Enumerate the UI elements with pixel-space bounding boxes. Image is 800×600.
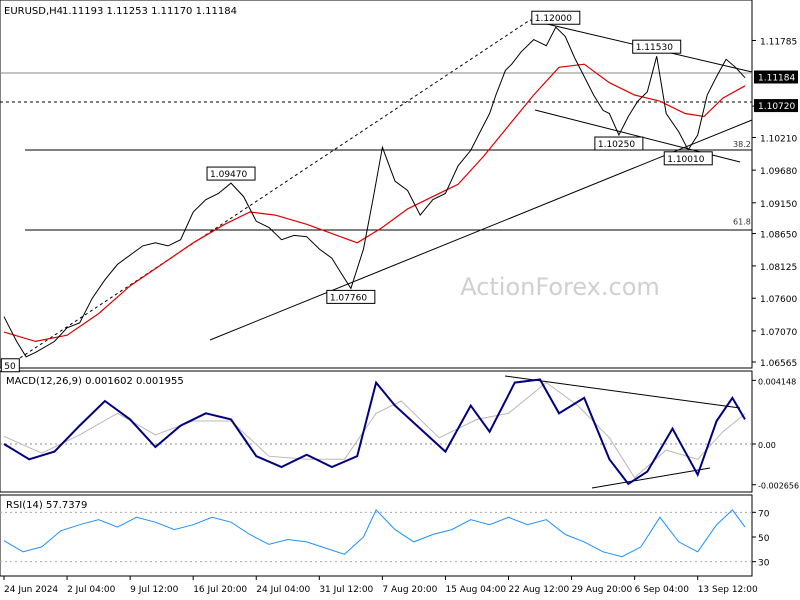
x-tick-label: 6 Sep 04:00	[635, 585, 690, 595]
swing-label: 1.10010	[667, 155, 704, 165]
fib-label: 38.2	[733, 140, 751, 149]
swing-label: 1.12000	[535, 14, 572, 24]
x-tick-label: 22 Aug 12:00	[509, 585, 570, 595]
x-tick-label: 15 Aug 04:00	[445, 585, 506, 595]
macd-tick-label: 0.00	[758, 441, 776, 450]
swing-label: 1.10250	[598, 140, 635, 150]
price-tick-label: 1.08650	[760, 231, 797, 241]
price-line	[3, 26, 746, 358]
swing-label: 50	[4, 362, 16, 372]
support-price-label: 1.10720	[758, 102, 795, 112]
swing-label-box	[632, 39, 682, 54]
watermark: ActionForex.com	[460, 273, 660, 301]
macd-series-group	[0, 378, 752, 486]
price-series-group	[3, 26, 746, 358]
price-tick-label: 1.08125	[760, 263, 797, 273]
price-tick-label: 1.07600	[760, 295, 797, 305]
swing-label: 1.11530	[636, 43, 673, 53]
macd-tick-label: 0.004148	[758, 377, 796, 386]
x-tick-label: 29 Aug 20:00	[572, 585, 633, 595]
macd-signal-line	[3, 381, 746, 479]
macd-divergence-top	[504, 375, 741, 409]
rsi-tick-label: 50	[758, 534, 770, 544]
x-tick-label: 16 Jul 20:00	[193, 585, 247, 595]
macd-title: MACD(12,26,9) 0.001602 0.001955	[6, 376, 184, 387]
x-tick-label: 13 Sep 12:00	[698, 585, 758, 595]
ohlc-label: 1.11193 1.11253 1.11170 1.11184	[62, 6, 237, 17]
price-tick-label: 1.07070	[760, 328, 797, 338]
rsi-series-group	[0, 509, 752, 563]
support-price-box	[754, 99, 798, 113]
price-tick-label: 1.09680	[760, 167, 797, 177]
swing-label-box	[594, 136, 644, 151]
rsi-line	[3, 509, 746, 558]
swing-label-box	[531, 10, 581, 25]
macd-tick-label: -0.002656	[758, 482, 799, 491]
swing-label: 1.07760	[330, 293, 367, 303]
macd-line	[3, 378, 746, 486]
macd-panel	[0, 370, 753, 493]
x-tick-label: 7 Aug 20:00	[382, 585, 437, 595]
macd-divergence-bottom	[591, 467, 711, 489]
swing-label: 1.09470	[210, 170, 247, 180]
current-price-label: 1.11184	[758, 73, 795, 83]
price-tick-label: 1.09150	[760, 200, 797, 210]
x-tick-label: 24 Jul 04:00	[256, 585, 310, 595]
x-tick-label: 9 Jul 12:00	[130, 585, 179, 595]
moving-average-line	[3, 63, 746, 343]
x-tick-label: 2 Jul 04:00	[67, 585, 116, 595]
fib-label: 61.8	[733, 217, 751, 226]
price-tick-label: 1.10210	[760, 134, 797, 144]
swing-label-box	[206, 166, 256, 181]
rsi-tick-label: 70	[758, 509, 770, 519]
rsi-tick-label: 30	[758, 559, 770, 569]
symbol-label: EURUSD,H4	[4, 6, 63, 17]
current-price-box	[754, 70, 798, 84]
x-tick-label: 31 Jul 12:00	[319, 585, 373, 595]
price-tick-label: 1.06565	[760, 359, 797, 369]
swing-label-box	[326, 289, 376, 304]
annotations-group: 1.12000 1.11530 1.09470 1.10250 1.10010 1.077…	[0, 10, 798, 373]
rsi-title: RSI(14) 57.7379	[6, 500, 87, 511]
price-tick-label: 1.11785	[760, 37, 797, 47]
rsi-panel	[0, 494, 753, 577]
swing-label-box	[663, 151, 713, 166]
swing-label-box	[0, 358, 20, 373]
x-tick-label: 24 Jun 2024	[4, 585, 58, 595]
